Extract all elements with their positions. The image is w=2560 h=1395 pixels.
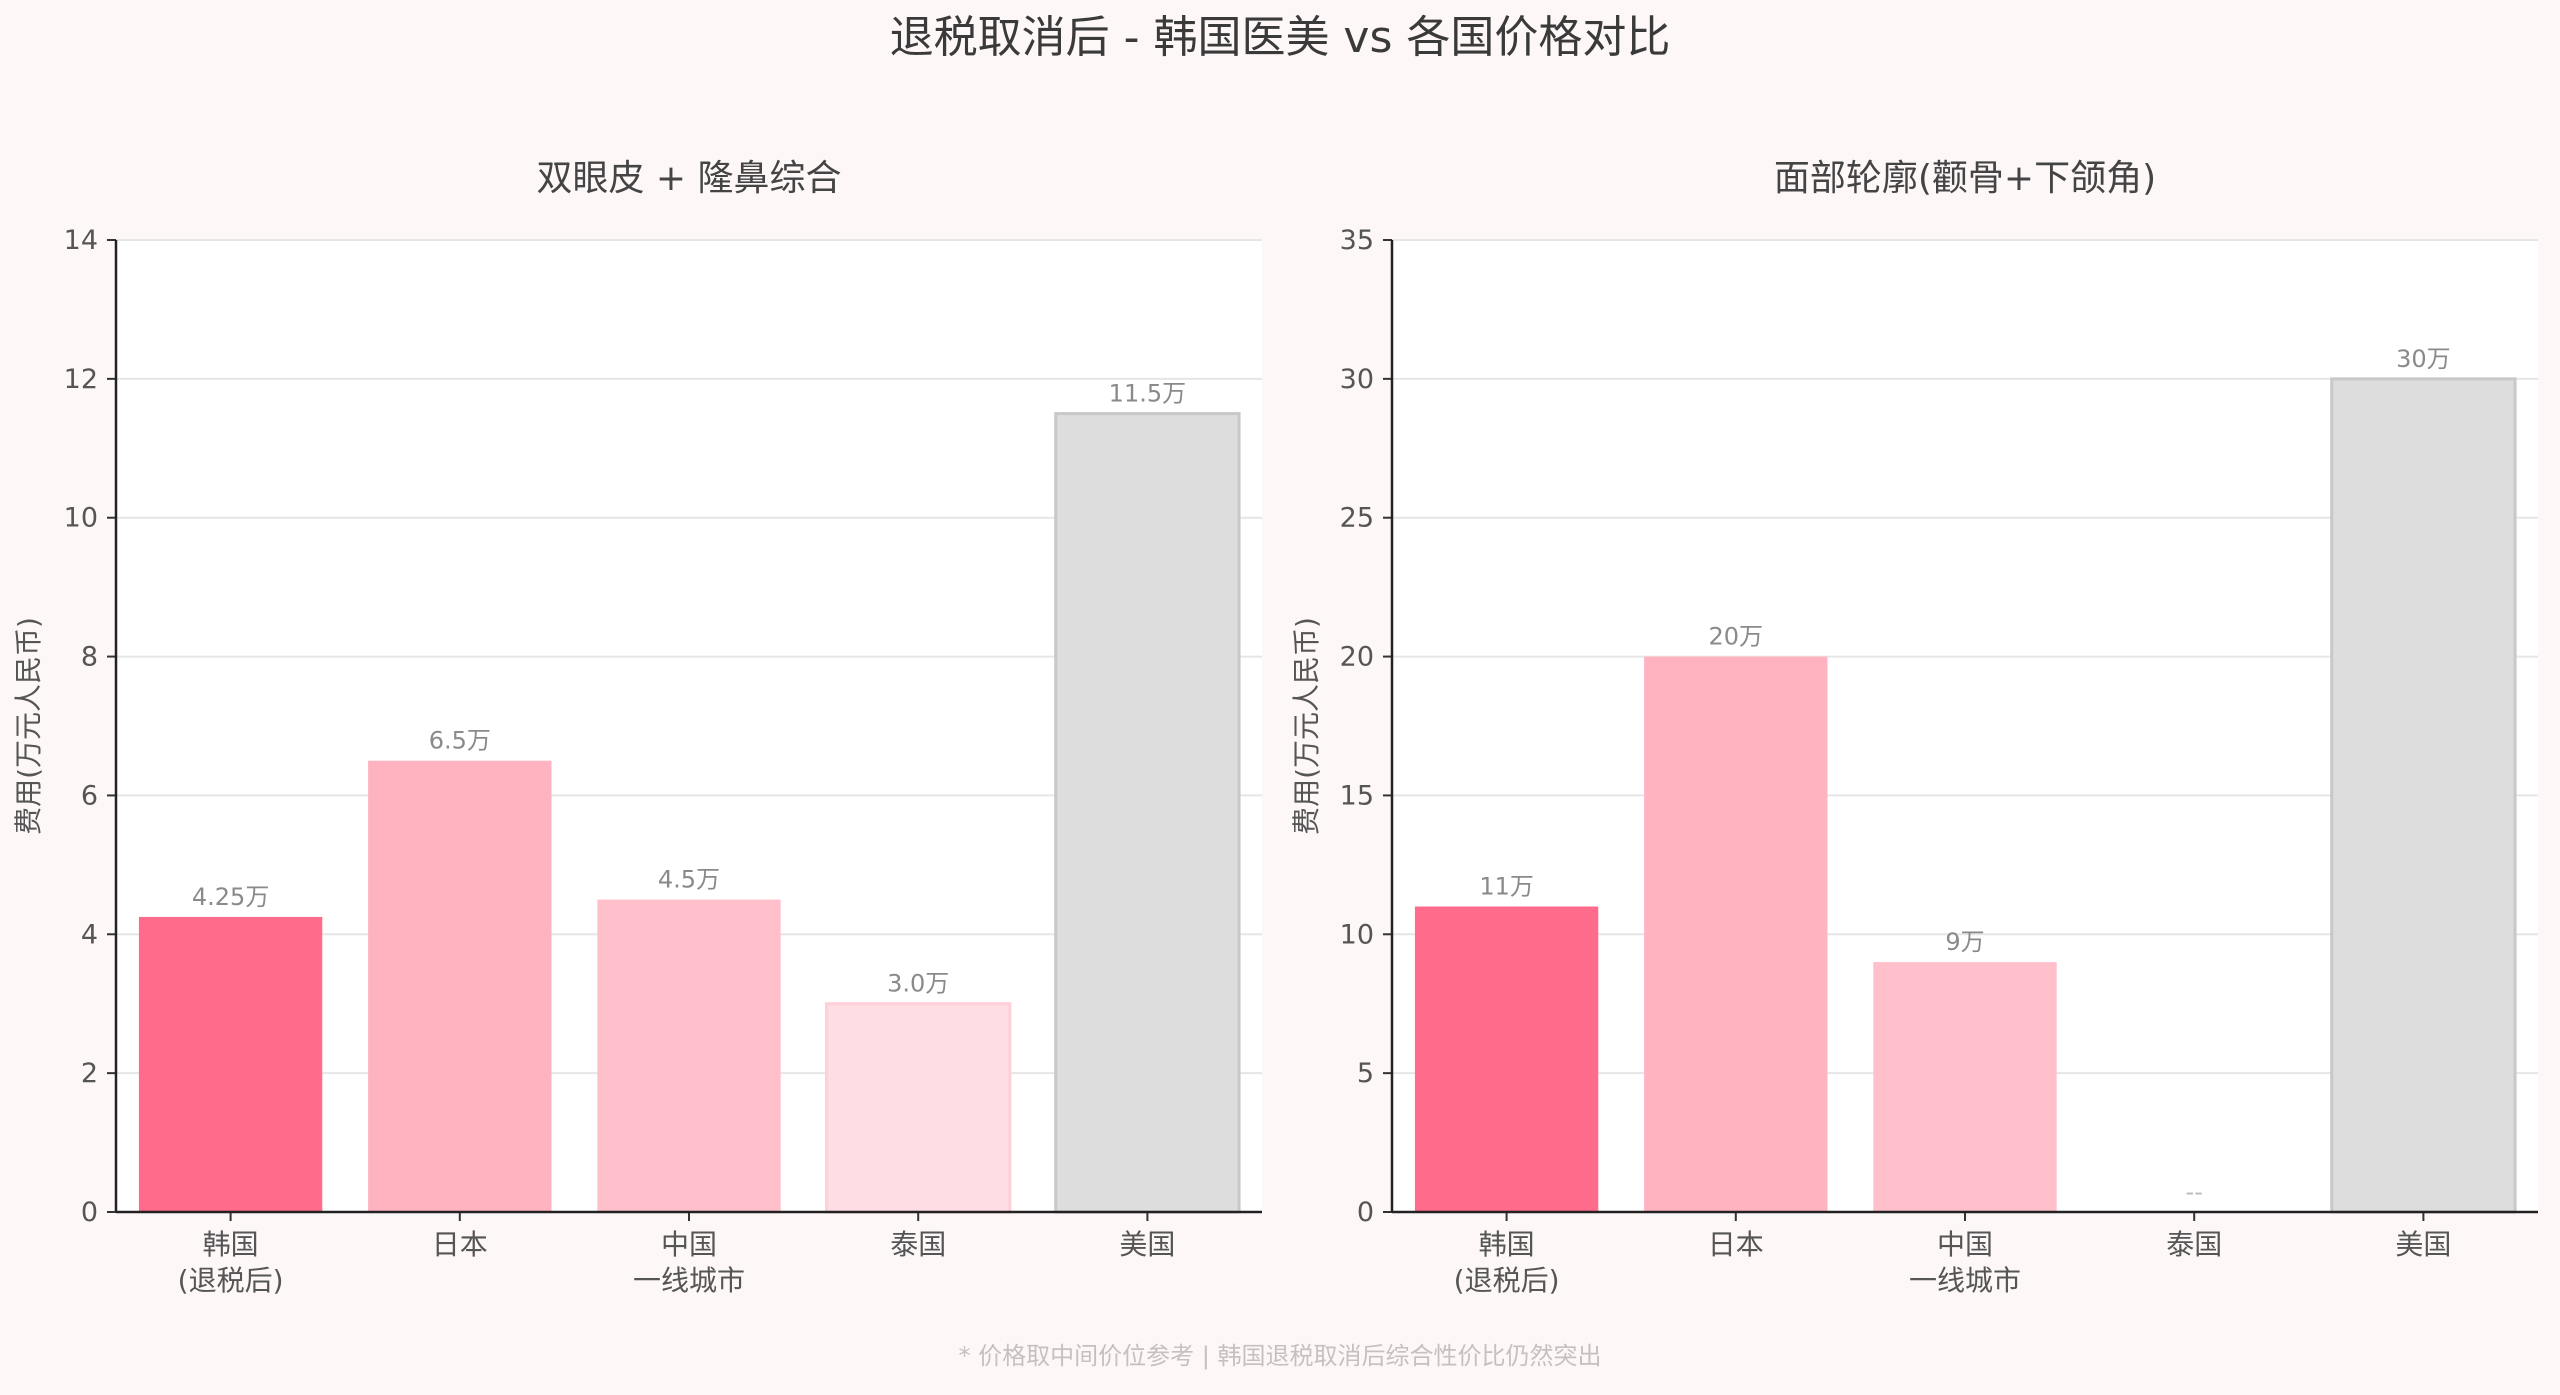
y-tick-label: 20 [1340, 642, 1374, 673]
x-tick-label: 日本 [432, 1228, 488, 1261]
chart-title: 面部轮廓(颧骨+下颌角) [1774, 158, 2156, 199]
data-label: 9万 [1945, 928, 1984, 956]
chart-title: 双眼皮 + 隆鼻综合 [536, 158, 841, 199]
bar [1414, 906, 1599, 1212]
bar [2330, 377, 2517, 1214]
y-tick-label: 0 [1357, 1197, 1374, 1228]
data-label: 4.5万 [658, 866, 720, 894]
x-tick-label: 韩国(退税后) [1454, 1228, 1560, 1297]
footnote: * 价格取中间价位参考 | 韩国退税取消后综合性价比仍然突出 [959, 1342, 1602, 1370]
x-tick-label: 泰国 [2166, 1228, 2222, 1261]
x-tick-label: 中国一线城市 [1909, 1228, 2021, 1297]
bar [597, 899, 781, 1212]
x-tick-label: 泰国 [890, 1228, 946, 1261]
data-label: 20万 [1709, 623, 1764, 651]
y-tick-label: 30 [1340, 364, 1374, 395]
y-tick-label: 0 [81, 1197, 98, 1228]
data-label: 6.5万 [429, 727, 491, 755]
x-tick-label: 美国 [2395, 1228, 2451, 1261]
y-tick-label: 25 [1340, 503, 1374, 534]
data-label: 11万 [1479, 873, 1534, 901]
y-tick-label: 4 [81, 919, 98, 950]
y-tick-label: 10 [1340, 919, 1374, 950]
bar [1873, 962, 2057, 1212]
data-label: 11.5万 [1109, 380, 1186, 408]
y-axis-label: 费用(万元人民币) [12, 617, 45, 835]
y-tick-label: 10 [64, 503, 98, 534]
y-tick-label: 14 [64, 225, 98, 256]
y-tick-label: 5 [1357, 1058, 1374, 1089]
data-label: -- [2186, 1178, 2203, 1206]
bar [1054, 412, 1241, 1214]
x-tick-label: 韩国(退税后) [178, 1228, 284, 1297]
bar [138, 916, 323, 1212]
x-tick-label: 中国一线城市 [633, 1228, 745, 1297]
x-tick-label: 美国 [1119, 1228, 1175, 1261]
y-axis-label: 费用(万元人民币) [1290, 617, 1323, 835]
data-label: 3.0万 [887, 970, 949, 998]
chart-panel-1: 双眼皮 + 隆鼻综合 0 2 4 6 8 10 12 14 费用(万元人民币) 4.25万韩国(退税… [12, 158, 1262, 1297]
bar [825, 1002, 1012, 1214]
y-tick-label: 15 [1340, 780, 1374, 811]
bar [1644, 656, 1828, 1212]
figure-title: 退税取消后 - 韩国医美 vs 各国价格对比 [890, 12, 1671, 63]
data-label: 4.25万 [192, 883, 269, 911]
y-tick-label: 8 [81, 642, 98, 673]
data-label: 30万 [2396, 345, 2451, 373]
y-tick-label: 2 [81, 1058, 98, 1089]
bar [368, 760, 552, 1212]
y-tick-label: 12 [64, 364, 98, 395]
y-tick-label: 6 [81, 780, 98, 811]
x-tick-label: 日本 [1708, 1228, 1764, 1261]
y-tick-label: 35 [1340, 225, 1374, 256]
chart-panel-2: 面部轮廓(颧骨+下颌角) 0 5 10 15 20 25 30 35 费用(万元人民币) 11万韩国… [1290, 158, 2538, 1297]
chart-panels: 双眼皮 + 隆鼻综合 0 2 4 6 8 10 12 14 费用(万元人民币) 4.25万韩国(退税… [12, 158, 2538, 1297]
